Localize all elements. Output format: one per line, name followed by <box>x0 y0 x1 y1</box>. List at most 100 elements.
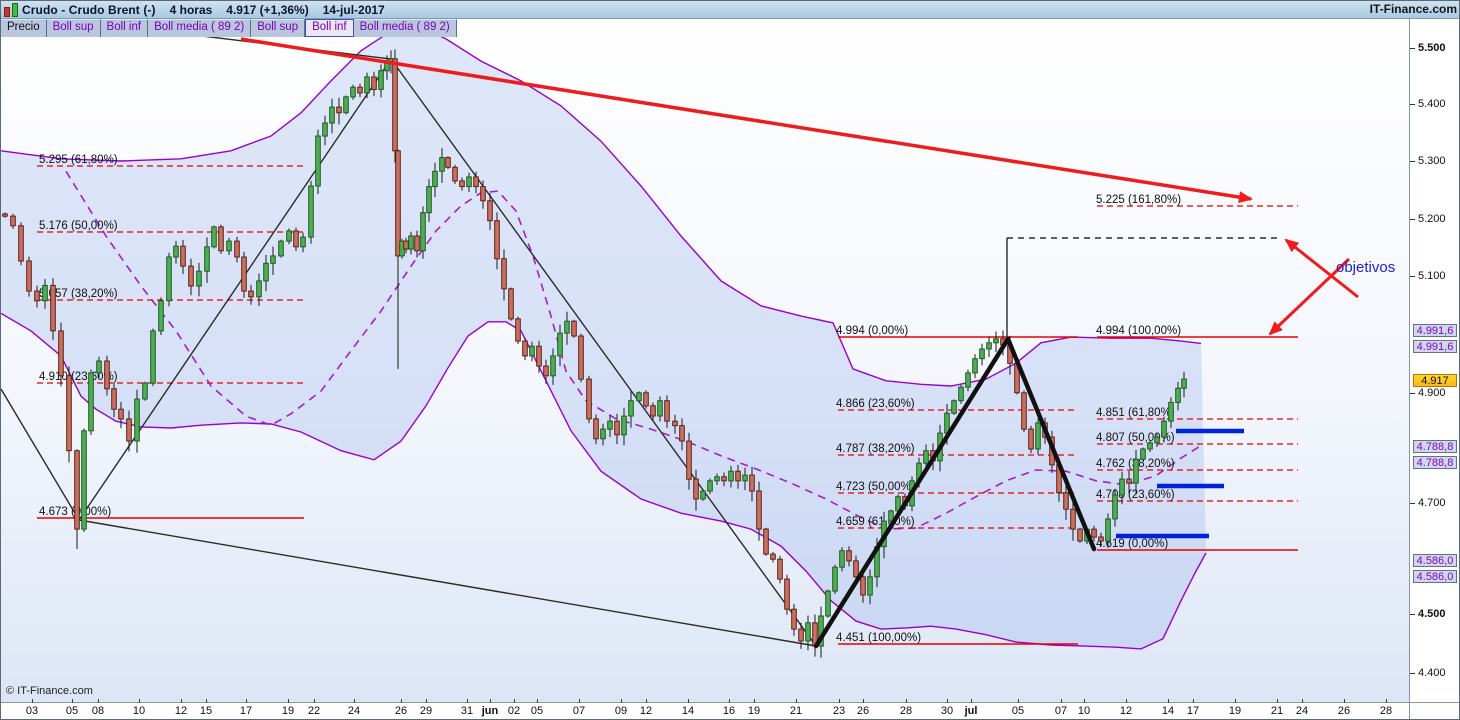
x-tick-mark <box>947 699 948 703</box>
svg-text:4.723 (50,00%): 4.723 (50,00%) <box>836 481 915 493</box>
x-tick-label: 09 <box>614 705 628 717</box>
x-tick-mark <box>621 699 622 703</box>
x-tick-mark <box>1061 699 1062 703</box>
y-tick-mark <box>1410 161 1415 162</box>
trend-line <box>390 58 817 647</box>
band-price-tag: 4.586,0 <box>1413 554 1457 567</box>
pattern-line-thick <box>813 336 1011 649</box>
toolbar-button-boll-sup[interactable]: Boll sup <box>251 19 306 37</box>
y-tick-mark <box>1410 276 1415 277</box>
title-bar: Crudo - Crudo Brent (-) 4 horas 4.917 (+… <box>1 1 1459 19</box>
axis-corner <box>1409 702 1459 719</box>
svg-text:5.225 (161,80%): 5.225 (161,80%) <box>1096 194 1181 206</box>
x-tick-label: 10 <box>132 705 146 717</box>
x-tick-mark <box>490 699 491 703</box>
x-tick-mark <box>863 699 864 703</box>
x-tick-mark <box>32 699 33 703</box>
x-tick-mark <box>839 699 840 703</box>
x-tick-label: 08 <box>91 705 105 717</box>
y-tick-label: 5.400 <box>1418 98 1446 110</box>
x-tick-label: 17 <box>239 705 253 717</box>
copyright-label: © IT-Finance.com <box>6 685 93 697</box>
y-tick-label: 4.900 <box>1418 387 1446 399</box>
svg-text:4.994 (100,00%): 4.994 (100,00%) <box>1096 325 1181 337</box>
x-tick-mark <box>72 699 73 703</box>
x-tick-mark <box>246 699 247 703</box>
x-tick-mark <box>1126 699 1127 703</box>
fib-retracement: 4.994 (0,00%) 4.866 (23,60%) 4.787 (38,20%… <box>836 325 1078 645</box>
x-tick-label: 29 <box>419 705 433 717</box>
x-tick-mark <box>1277 699 1278 703</box>
x-tick-mark <box>688 699 689 703</box>
time-axis[interactable]: 03 05 08 10 12 15 17 19 22 24 26 29 31 jun 02 05 07 09 12 1… <box>1 699 1409 719</box>
x-tick-label: 19 <box>747 705 761 717</box>
x-tick-label: 14 <box>681 705 695 717</box>
toolbar-button-boll-inf[interactable]: Boll inf <box>305 19 354 37</box>
x-tick-label: 05 <box>65 705 79 717</box>
x-tick-label: 07 <box>572 705 586 717</box>
last-price-change: 4.917 (+1,36%) <box>226 2 309 17</box>
x-tick-label: 17 <box>1186 705 1200 717</box>
svg-text:4.451 (100,00%): 4.451 (100,00%) <box>836 632 921 644</box>
svg-text:5.295 (61,80%): 5.295 (61,80%) <box>39 154 118 166</box>
x-tick-mark <box>514 699 515 703</box>
x-tick-label: 30 <box>940 705 954 717</box>
x-tick-mark <box>1386 699 1387 703</box>
x-tick-mark <box>1344 699 1345 703</box>
y-tick-mark <box>1410 503 1415 504</box>
x-tick-label: 26 <box>394 705 408 717</box>
trend-line <box>78 519 817 647</box>
x-tick-label: 12 <box>639 705 653 717</box>
bollinger-media-dashed <box>65 170 1202 530</box>
y-tick-label: 4.400 <box>1418 667 1446 679</box>
x-tick-label: 07 <box>1054 705 1068 717</box>
x-tick-mark <box>314 699 315 703</box>
x-tick-label: 02 <box>507 705 521 717</box>
svg-text:4.659 (61,80%): 4.659 (61,80%) <box>836 516 915 528</box>
instrument-title: Crudo - Crudo Brent (-) <box>22 2 156 17</box>
x-tick-label: 19 <box>1228 705 1242 717</box>
svg-text:4.619 (0,00%): 4.619 (0,00%) <box>1096 538 1168 550</box>
x-tick-label: 12 <box>1119 705 1133 717</box>
x-tick-mark <box>1018 699 1019 703</box>
x-tick-mark <box>646 699 647 703</box>
red-arrow <box>1268 257 1351 336</box>
toolbar-button-boll-media-89-2[interactable]: Boll media ( 89 2) <box>148 19 252 37</box>
x-tick-label: 21 <box>1270 705 1284 717</box>
x-tick-mark <box>796 699 797 703</box>
x-tick-mark <box>537 699 538 703</box>
x-tick-mark <box>98 699 99 703</box>
x-tick-label: 28 <box>1379 705 1393 717</box>
toolbar-button-boll-media-89-2[interactable]: Boll media ( 89 2) <box>353 19 457 37</box>
y-tick-mark <box>1410 48 1415 49</box>
price-axis[interactable]: 5.500 5.400 5.300 5.200 5.100 4.900 4.700 4.500… <box>1409 19 1459 703</box>
svg-text:5.176 (50,00%): 5.176 (50,00%) <box>39 220 118 232</box>
band-price-tag: 4.991,6 <box>1413 340 1457 353</box>
bollinger-upper-band <box>1 24 1202 387</box>
x-tick-label: 10 <box>1077 705 1091 717</box>
svg-text:5.057 (38,20%): 5.057 (38,20%) <box>39 288 118 300</box>
svg-text:4.787 (38,20%): 4.787 (38,20%) <box>836 443 915 455</box>
x-tick-label: jul <box>964 705 978 717</box>
band-price-tag: 4.991,6 <box>1413 324 1457 337</box>
x-tick-mark <box>139 699 140 703</box>
x-tick-label: 15 <box>199 705 213 717</box>
x-tick-mark <box>729 699 730 703</box>
y-tick-mark <box>1410 614 1415 615</box>
toolbar-button-boll-sup[interactable]: Boll sup <box>46 19 101 37</box>
red-arrow <box>1284 238 1359 299</box>
bollinger-fill <box>1 25 1206 649</box>
objetivos-annotation: objetivos <box>1336 259 1396 276</box>
x-tick-mark <box>579 699 580 703</box>
x-tick-label: 05 <box>530 705 544 717</box>
x-tick-label: 26 <box>856 705 870 717</box>
y-tick-label: 5.100 <box>1418 270 1446 282</box>
svg-text:4.994 (0,00%): 4.994 (0,00%) <box>836 325 908 337</box>
band-price-tag: 4.788,8 <box>1413 440 1457 453</box>
toolbar-button-boll-inf[interactable]: Boll inf <box>100 19 149 37</box>
toolbar-button-precio[interactable]: Precio <box>1 19 47 37</box>
y-tick-label: 5.300 <box>1418 155 1446 167</box>
x-tick-label: 12 <box>174 705 188 717</box>
y-tick-mark <box>1410 219 1415 220</box>
x-tick-label: 31 <box>460 705 474 717</box>
